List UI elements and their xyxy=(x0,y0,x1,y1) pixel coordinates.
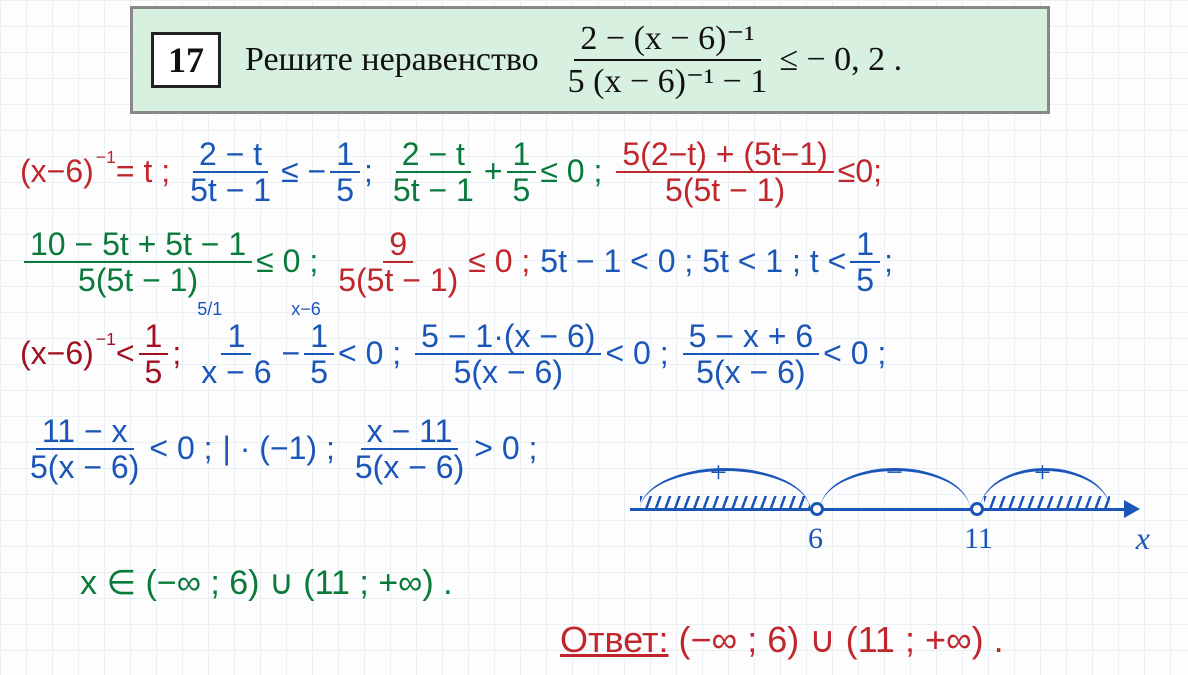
frac-denominator: 5 (x − 6)⁻¹ − 1 xyxy=(562,61,774,100)
d: 5t − 1 xyxy=(387,173,480,206)
l3-seg-d: 5 − x + 65(x − 6) < 0 ; xyxy=(679,320,887,388)
l1-seg-a: (x−6)−1 = t ; xyxy=(20,154,170,189)
point-6 xyxy=(810,502,824,516)
work-line-1: (x−6)−1 = t ; 2 − t5t − 1 ≤ − 15 ; 2 − t… xyxy=(20,138,1168,206)
sign-plus-1: + xyxy=(710,456,727,490)
point-11 xyxy=(970,502,984,516)
n: 1 xyxy=(221,320,251,355)
pt-label-6: 6 xyxy=(808,522,823,556)
n: x − 11 xyxy=(361,415,459,450)
d: x − 6 xyxy=(195,355,277,388)
text: 5t − 1 < 0 ; 5t < 1 ; t < xyxy=(540,244,846,279)
l4-seg-a: 11 − x5(x − 6) < 0 ; xyxy=(20,415,213,483)
t: ≤ 0 ; xyxy=(468,244,530,279)
problem-number: 17 xyxy=(151,32,221,88)
n: 11 − x xyxy=(36,415,134,450)
number-line-diagram: 6 11 + − + x xyxy=(630,450,1150,550)
result-set: x ∈ (−∞ ; 6) ∪ (11 ; +∞) . xyxy=(80,565,453,602)
d: 5 xyxy=(850,263,880,296)
t: ; xyxy=(172,336,181,371)
l3-seg-a: (x−6)−1 < 15 ; xyxy=(20,320,181,388)
problem-fraction: 2 − (x − 6)⁻¹ 5 (x − 6)⁻¹ − 1 xyxy=(562,20,774,101)
work-line-5: x ∈ (−∞ ; 6) ∪ (11 ; +∞) . xyxy=(80,565,1168,602)
d: 5(5t − 1) xyxy=(72,263,204,296)
d: 5 xyxy=(507,173,537,206)
t: ≤ 0 ; xyxy=(256,244,318,279)
l2-seg-a: 10 − 5t + 5t − 15(5t − 1) ≤ 0 ; xyxy=(20,228,318,296)
n: 2 − t xyxy=(396,138,471,173)
t: < 0 ; xyxy=(338,336,401,371)
l2-seg-b: 95(5t − 1) ≤ 0 ; xyxy=(328,228,530,296)
n: 10 − 5t + 5t − 1 xyxy=(24,228,252,263)
n: 5 − x + 6 xyxy=(683,320,820,355)
n: 1 xyxy=(304,320,334,355)
exp: −1 xyxy=(96,148,116,167)
work-line-2: 10 − 5t + 5t − 15(5t − 1) ≤ 0 ; 95(5t − … xyxy=(20,228,1168,296)
work-line-3: (x−6)−1 < 15 ; 5/1 x−6 1x − 6 − 15 < 0 ;… xyxy=(20,320,1168,388)
d: 5(x − 6) xyxy=(349,450,470,483)
n: 5(2−t) + (5t−1) xyxy=(616,138,833,173)
t: < 0 ; xyxy=(823,336,886,371)
t: > 0 ; xyxy=(474,431,537,466)
d: 5(x − 6) xyxy=(448,355,569,388)
answer-value: (−∞ ; 6) ∪ (11 ; +∞) . xyxy=(679,620,1004,660)
t: ≤ − xyxy=(281,154,326,189)
l2-seg-c: 5t − 1 < 0 ; 5t < 1 ; t < 15 ; xyxy=(540,228,893,296)
exp: −1 xyxy=(96,330,116,349)
t: ; xyxy=(884,244,893,279)
d: 5(x − 6) xyxy=(24,450,145,483)
l4-seg-b: | · (−1) ; xyxy=(223,431,335,466)
problem-statement: Решите неравенство 2 − (x − 6)⁻¹ 5 (x − … xyxy=(245,20,902,101)
x-label: x xyxy=(1136,520,1150,557)
t: < 0 ; xyxy=(149,431,212,466)
t: < 0 ; xyxy=(605,336,668,371)
d: 5 xyxy=(139,355,169,388)
l4-seg-c: x − 115(x − 6) > 0 ; xyxy=(345,415,538,483)
d: 5(5t − 1) xyxy=(659,173,791,206)
n: 1 xyxy=(850,228,880,263)
problem-tail: ≤ − 0, 2 . xyxy=(779,41,902,79)
answer-label: Ответ: xyxy=(560,620,669,660)
n: 1 xyxy=(330,138,360,173)
l3-seg-c: 5 − 1·(x − 6)5(x − 6) < 0 ; xyxy=(411,320,668,388)
note2: x−6 xyxy=(291,300,321,320)
l1-seg-d: 5(2−t) + (5t−1)5(5t − 1) ≤0; xyxy=(612,138,882,206)
t: ≤0; xyxy=(838,154,882,189)
pt-label-11: 11 xyxy=(964,522,993,556)
d: 5 xyxy=(304,355,334,388)
l3-seg-b: 5/1 x−6 1x − 6 − 15 < 0 ; xyxy=(191,320,401,388)
problem-box: 17 Решите неравенство 2 − (x − 6)⁻¹ 5 (x… xyxy=(130,6,1050,114)
n: 9 xyxy=(383,228,413,263)
tail: = t ; xyxy=(116,154,170,189)
l1-seg-b: 2 − t5t − 1 ≤ − 15 ; xyxy=(180,138,373,206)
n: 2 − t xyxy=(193,138,268,173)
answer-line: Ответ: (−∞ ; 6) ∪ (11 ; +∞) . xyxy=(560,620,1168,660)
axis xyxy=(630,508,1130,511)
note1: 5/1 xyxy=(197,300,222,320)
frac-numerator: 2 − (x − 6)⁻¹ xyxy=(574,20,760,61)
t: ≤ 0 ; xyxy=(540,154,602,189)
d: 5(x − 6) xyxy=(690,355,811,388)
d: 5(5t − 1) xyxy=(332,263,464,296)
sign-plus-2: + xyxy=(1034,456,1051,490)
text: (x−6) xyxy=(20,336,94,371)
sign-minus: − xyxy=(886,456,903,490)
problem-label: Решите неравенство xyxy=(245,41,539,79)
mid: < xyxy=(116,336,135,371)
l1-seg-c: 2 − t5t − 1 + 15 ≤ 0 ; xyxy=(383,138,602,206)
text: (x−6) xyxy=(20,154,94,189)
n: 5 − 1·(x − 6) xyxy=(415,320,601,355)
mid: − xyxy=(282,336,301,371)
d: 5 xyxy=(330,173,360,206)
n: 1 xyxy=(139,320,169,355)
d: 5t − 1 xyxy=(184,173,277,206)
mid: + xyxy=(484,154,503,189)
axis-arrow xyxy=(1124,500,1140,518)
n: 1 xyxy=(507,138,537,173)
t: ; xyxy=(364,154,373,189)
